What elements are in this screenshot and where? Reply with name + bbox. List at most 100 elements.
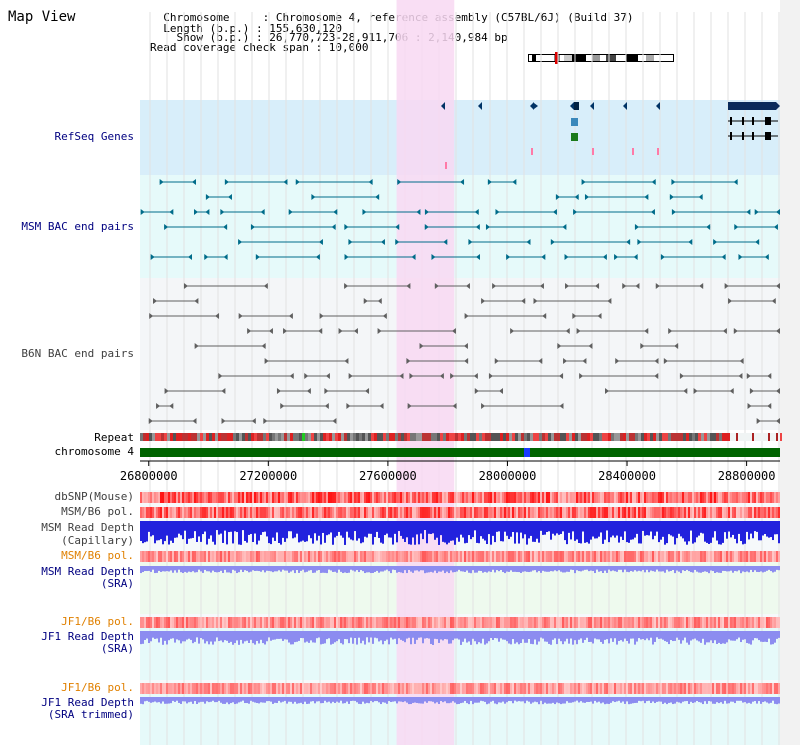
msm-depth-sra-bar [564, 566, 566, 573]
msm-b6-pol2-density [324, 551, 326, 562]
jf1-b6-pol-density [548, 617, 550, 628]
dbsnp-density [652, 492, 654, 503]
jf1-b6-pol-density [658, 617, 660, 628]
jf1-b6-pol2-density [176, 683, 178, 694]
msm-depth-capillary-bar [476, 521, 478, 543]
msm-bac-pair-end [331, 224, 336, 230]
msm-bac-pair-end [224, 179, 229, 185]
msm-b6-pol2-density [430, 551, 432, 562]
jf1-depth-sra-bar [182, 631, 184, 642]
jf1-depth-sra-bar [686, 631, 688, 643]
jf1-b6-pol-density [172, 617, 174, 628]
jf1-b6-pol-density [652, 617, 654, 628]
b6n-bac-pair-end [280, 403, 285, 409]
msm-depth-sra-bar [222, 566, 224, 573]
msm-depth-capillary-bar [368, 521, 370, 534]
jf1-b6-pol-density [408, 617, 410, 628]
msm-b6-pol-density [460, 507, 462, 518]
jf1-b6-pol2-density [418, 683, 420, 694]
track-label-msm-bac[interactable]: MSM BAC end pairs [21, 220, 134, 233]
msm-b6-pol2-density [734, 551, 736, 562]
msm-depth-sra-bar [708, 566, 710, 574]
track-label-jf1-depth-sra[interactable]: JF1 Read Depth [41, 630, 134, 643]
jf1-b6-pol-density [662, 617, 664, 628]
b6n-bac-pair-end [579, 373, 584, 379]
jf1-depth-trimmed-bar [246, 697, 248, 704]
jf1-depth-sra-bar [514, 631, 516, 644]
msm-b6-pol-density [154, 507, 156, 518]
msm-b6-pol2-density [752, 551, 754, 562]
track-label-refseq-genes[interactable]: RefSeq Genes [54, 130, 134, 143]
jf1-depth-trimmed-bar [248, 697, 250, 704]
dbsnp-density [200, 492, 202, 503]
msm-b6-pol2-density [424, 551, 426, 562]
track-label-b6n-bac[interactable]: B6N BAC end pairs [21, 347, 134, 360]
repeat-block [422, 433, 425, 441]
track-label-msm-b6-pol-1[interactable]: MSM/B6 pol. [61, 505, 134, 518]
jf1-b6-pol2-density [458, 683, 460, 694]
dbsnp-density [660, 492, 662, 503]
repeat-block [752, 433, 754, 441]
track-label-msm-b6-pol-2[interactable]: MSM/B6 pol. [61, 549, 134, 562]
msm-depth-capillary-bar [512, 521, 514, 532]
jf1-b6-pol-density [758, 617, 760, 628]
msm-b6-pol-density [708, 507, 710, 518]
dbsnp-density [438, 492, 440, 503]
msm-b6-pol2-density [538, 551, 540, 562]
msm-b6-pol-density [512, 507, 514, 518]
msm-b6-pol2-density [272, 551, 274, 562]
chromosome-ideogram[interactable] [528, 52, 688, 64]
jf1-depth-trimmed-bar [300, 697, 302, 703]
dbsnp-density [166, 492, 168, 503]
msm-depth-sra-bar [390, 566, 392, 574]
msm-bac-pair-end [397, 179, 402, 185]
jf1-depth-sra-bar [172, 631, 174, 639]
jf1-b6-pol2-density [140, 683, 142, 694]
repeat-block [329, 433, 332, 441]
jf1-depth-sra-bar [290, 631, 292, 645]
jf1-depth-sra-bar [548, 631, 550, 644]
jf1-depth-sra-bar [216, 631, 218, 638]
dbsnp-density [602, 492, 604, 503]
track-label-jf1-depth-trimmed[interactable]: JF1 Read Depth [41, 696, 134, 709]
msm-depth-sra-bar [170, 566, 172, 571]
msm-b6-pol-density [752, 507, 754, 518]
jf1-depth-trimmed-bar [264, 697, 266, 703]
msm-b6-pol-density [758, 507, 760, 518]
track-label-jf1-b6-pol-2[interactable]: JF1/B6 pol. [61, 681, 134, 694]
jf1-b6-pol2-density [258, 683, 260, 694]
msm-bac-pair-end [526, 239, 531, 245]
jf1-depth-trimmed-bar [372, 697, 374, 703]
msm-b6-pol2-density [442, 551, 444, 562]
jf1-b6-pol2-density [332, 683, 334, 694]
repeat-block [371, 433, 374, 441]
track-label-msm-depth-sra[interactable]: MSM Read Depth [41, 565, 134, 578]
track-label-repeat[interactable]: Repeat [94, 431, 134, 444]
track-label-jf1-b6-pol-1[interactable]: JF1/B6 pol. [61, 615, 134, 628]
axis-tick-label: 28400000 [598, 469, 656, 483]
dbsnp-density [270, 492, 272, 503]
msm-b6-pol-density [376, 507, 378, 518]
dbsnp-density [632, 492, 634, 503]
msm-depth-capillary-bar [492, 521, 494, 536]
msm-depth-sra-bar [402, 566, 404, 574]
msm-depth-sra-bar [184, 566, 186, 572]
jf1-b6-pol2-density [304, 683, 306, 694]
dbsnp-density [484, 492, 486, 503]
msm-b6-pol-density [754, 507, 756, 518]
msm-b6-pol2-density [162, 551, 164, 562]
jf1-b6-pol-density [438, 617, 440, 628]
track-label-dbsnp[interactable]: dbSNP(Mouse) [54, 490, 134, 503]
track-label-chromosome[interactable]: chromosome 4 [54, 445, 134, 458]
msm-b6-pol2-density [562, 551, 564, 562]
msm-depth-sra-bar [352, 566, 354, 571]
msm-depth-sra-bar [202, 566, 204, 573]
msm-depth-capillary-bar [740, 521, 742, 542]
jf1-b6-pol-density [378, 617, 380, 628]
msm-b6-pol-density [718, 507, 720, 518]
msm-bac-pair-end [475, 224, 480, 230]
jf1-b6-pol2-density [324, 683, 326, 694]
track-label-msm-depth-capillary[interactable]: MSM Read Depth [41, 521, 134, 534]
jf1-depth-trimmed-bar [258, 697, 260, 704]
